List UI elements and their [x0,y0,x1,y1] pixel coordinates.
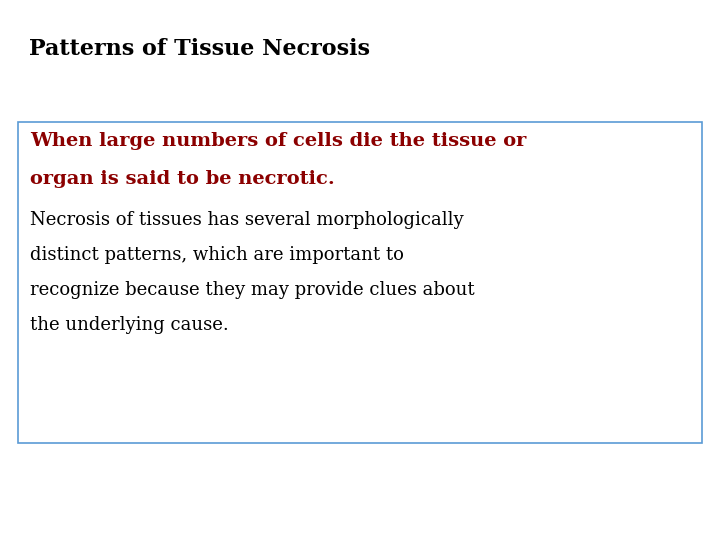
Text: When large numbers of cells die the tissue or: When large numbers of cells die the tiss… [30,132,526,150]
Text: recognize because they may provide clues about: recognize because they may provide clues… [30,281,475,299]
FancyBboxPatch shape [18,122,702,443]
Text: distinct patterns, which are important to: distinct patterns, which are important t… [30,246,404,264]
Text: Patterns of Tissue Necrosis: Patterns of Tissue Necrosis [29,38,370,60]
Text: Necrosis of tissues has several morphologically: Necrosis of tissues has several morpholo… [30,211,464,228]
Text: the underlying cause.: the underlying cause. [30,316,229,334]
Text: organ is said to be necrotic.: organ is said to be necrotic. [30,170,335,188]
